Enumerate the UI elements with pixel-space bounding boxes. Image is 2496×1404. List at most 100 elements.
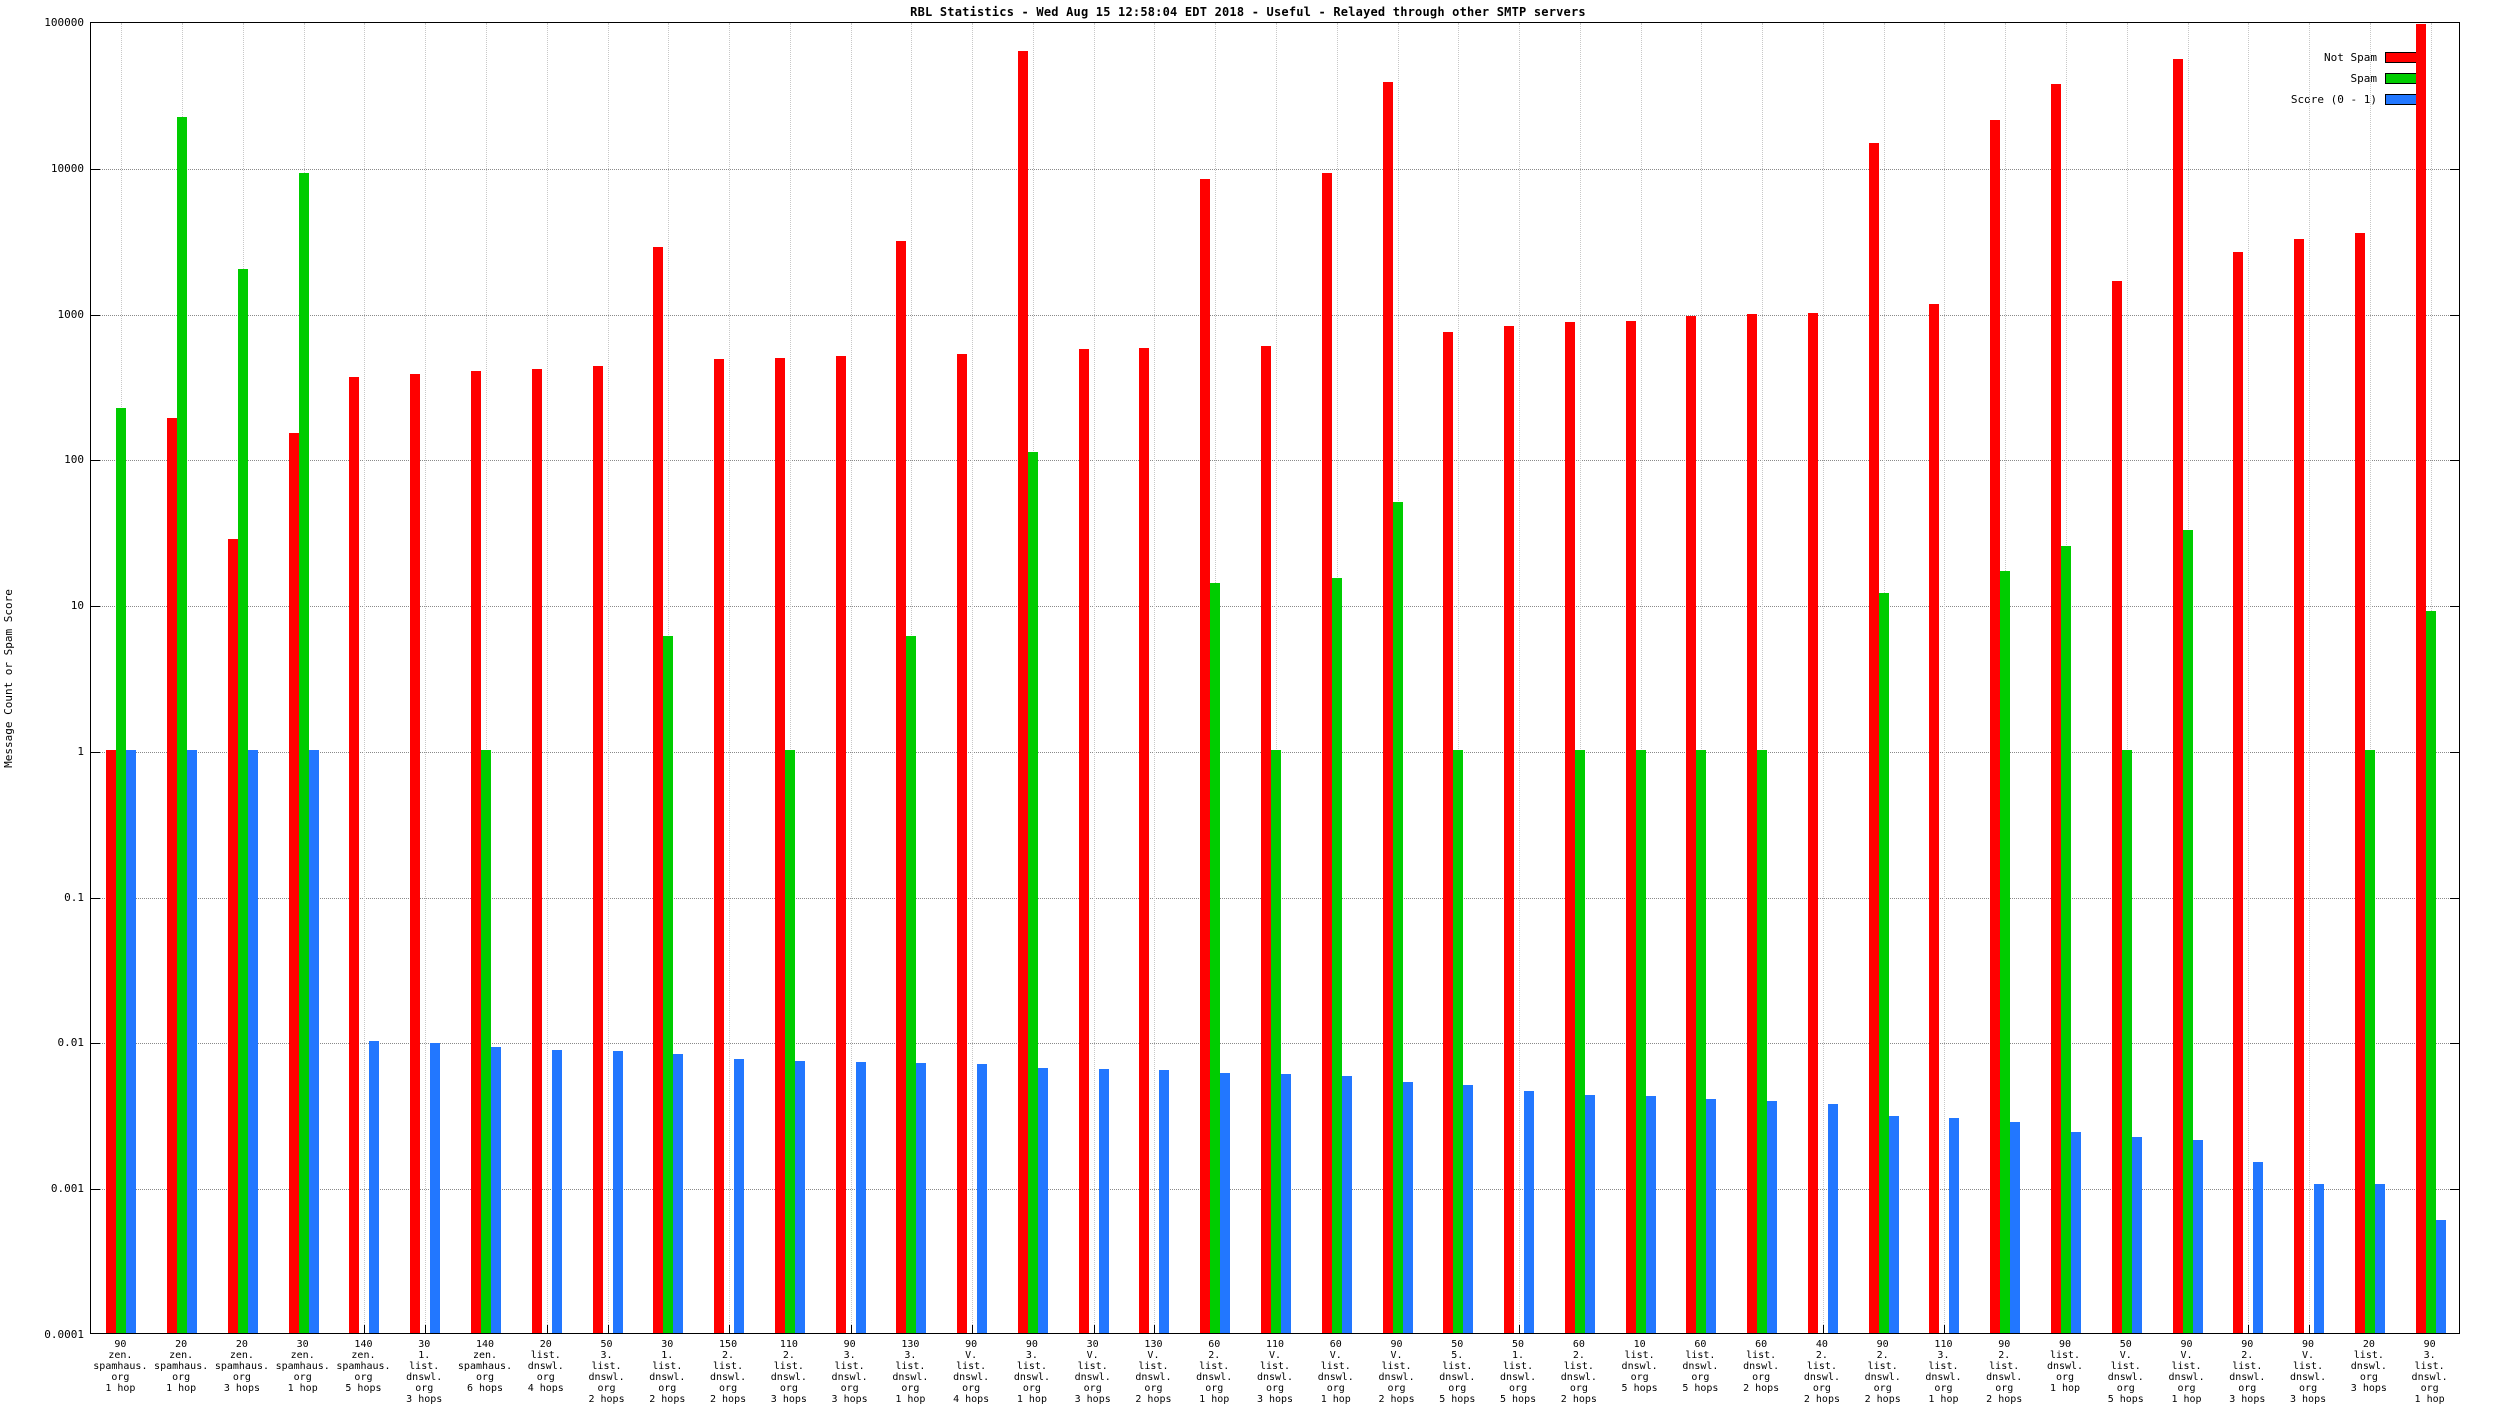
not-spam-bar xyxy=(653,247,664,1333)
legend: Not Spam Spam Score (0 - 1) xyxy=(2291,51,2419,106)
v-gridline xyxy=(1579,23,1581,1333)
legend-item-score: Score (0 - 1) xyxy=(2291,93,2419,106)
v-gridline xyxy=(1640,23,1642,1333)
gridline xyxy=(91,460,2459,462)
score-0-1-bar xyxy=(369,1041,380,1333)
x-tick-label: 90 3. list. dnswl. org 3 hops xyxy=(831,1339,868,1404)
not-spam-bar xyxy=(835,356,846,1333)
score-0-1-bar xyxy=(916,1063,927,1333)
not-spam-bar xyxy=(1686,316,1697,1333)
spam-bar xyxy=(906,636,917,1333)
y-tick-mark xyxy=(2450,1189,2459,1191)
score-0-1-bar xyxy=(794,1061,805,1333)
y-tick-mark xyxy=(2450,606,2459,608)
not-spam-bar xyxy=(592,366,603,1333)
legend-item-not-spam: Not Spam xyxy=(2291,51,2419,64)
not-spam-bar xyxy=(2354,233,2365,1333)
x-tick-mark xyxy=(546,1325,548,1333)
y-tick-mark xyxy=(91,751,100,753)
score-0-1-bar xyxy=(1524,1090,1535,1333)
not-spam-bar xyxy=(1990,119,2001,1333)
v-gridline xyxy=(1458,23,1460,1333)
x-tick-label: 50 V. list. dnswl. org 5 hops xyxy=(2107,1339,2144,1404)
not-spam-bar xyxy=(1017,51,1028,1333)
spam-bar xyxy=(663,636,674,1333)
y-tick-mark xyxy=(2450,314,2459,316)
spam-bar xyxy=(1878,592,1889,1333)
x-tick-mark xyxy=(2309,1325,2311,1333)
score-0-1-bar xyxy=(2253,1161,2264,1333)
spam-bar xyxy=(2364,749,2375,1333)
x-tick-label: 60 2. list. dnswl. org 2 hops xyxy=(1560,1339,1597,1404)
spam-bar xyxy=(298,173,309,1333)
v-gridline xyxy=(486,23,487,1333)
not-spam-bar xyxy=(2111,280,2122,1333)
spam-bar xyxy=(481,749,491,1333)
spam-bar xyxy=(1210,582,1221,1333)
x-tick-label: 20 zen. spamhaus. org 1 hop xyxy=(154,1339,209,1394)
spam-bar xyxy=(784,749,795,1333)
v-gridline xyxy=(364,23,366,1333)
not-spam-bar xyxy=(1868,143,1879,1333)
not-spam-bar xyxy=(167,417,178,1333)
spam-bar xyxy=(237,268,248,1333)
x-tick-mark xyxy=(364,1325,366,1333)
score-0-1-bar xyxy=(855,1062,866,1333)
x-tick-label: 90 2. list. dnswl. org 2 hops xyxy=(1986,1339,2023,1404)
x-tick-label: 50 5. list. dnswl. org 5 hops xyxy=(1439,1339,1476,1404)
y-tick-mark xyxy=(2450,751,2459,753)
v-gridline xyxy=(1701,23,1703,1333)
v-gridline xyxy=(1093,23,1095,1333)
legend-swatch-spam xyxy=(2385,73,2419,84)
x-tick-label: 110 V. list. dnswl. org 3 hops xyxy=(1256,1339,1294,1404)
x-tick-label: 90 list. dnswl. org 1 hop xyxy=(2046,1339,2084,1394)
score-0-1-bar xyxy=(2131,1137,2142,1333)
legend-swatch-not-spam xyxy=(2385,52,2419,63)
spam-bar xyxy=(1331,578,1342,1333)
x-tick-label: 90 V. list. dnswl. org 1 hop xyxy=(2168,1339,2205,1404)
v-gridline xyxy=(1822,23,1824,1333)
x-tick-label: 30 1. list. dnswl. org 2 hops xyxy=(649,1339,686,1404)
not-spam-bar xyxy=(1321,173,1332,1333)
x-tick-mark xyxy=(2248,1325,2250,1333)
y-tick-mark xyxy=(91,606,100,608)
not-spam-bar xyxy=(471,370,481,1333)
not-spam-bar xyxy=(2233,252,2244,1333)
score-0-1-bar xyxy=(308,749,319,1333)
score-0-1-bar xyxy=(1341,1075,1352,1333)
spam-bar xyxy=(177,116,188,1333)
x-tick-label: 130 V. list. dnswl. org 2 hops xyxy=(1135,1339,1172,1404)
gridline xyxy=(91,314,2459,316)
y-tick-label: 0.01 xyxy=(57,1036,85,1050)
score-0-1-bar xyxy=(1402,1081,1413,1333)
y-tick-label: 1000 xyxy=(57,307,85,321)
y-tick-label: 10 xyxy=(70,599,84,613)
legend-label-not-spam: Not Spam xyxy=(2324,51,2377,64)
y-tick-label: 100 xyxy=(64,453,84,467)
v-gridline xyxy=(2126,23,2128,1333)
x-tick-mark xyxy=(1154,1325,1156,1333)
x-tick-label: 30 1. list. dnswl. org 3 hops xyxy=(406,1339,443,1404)
y-tick-label: 10000 xyxy=(50,161,84,175)
x-tick-label: 10 list. dnswl. org 5 hops xyxy=(1621,1339,1658,1394)
legend-label-spam: Spam xyxy=(2350,72,2378,85)
score-0-1-bar xyxy=(1706,1099,1717,1333)
x-tick-label: 60 list. dnswl. org 5 hops xyxy=(1682,1339,1719,1394)
y-tick-mark xyxy=(2450,1043,2459,1045)
x-tick-label: 110 2. list. dnswl. org 3 hops xyxy=(770,1339,807,1404)
score-0-1-bar xyxy=(2374,1184,2385,1333)
not-spam-bar xyxy=(1504,325,1515,1333)
y-tick-mark xyxy=(91,314,100,316)
not-spam-bar xyxy=(349,377,360,1333)
x-tick-label: 150 2. list. dnswl. org 2 hops xyxy=(710,1339,747,1404)
score-0-1-bar xyxy=(612,1051,623,1333)
not-spam-bar xyxy=(410,373,421,1333)
x-tick-label: 90 V. list. dnswl. org 2 hops xyxy=(1378,1339,1415,1404)
score-0-1-bar xyxy=(2192,1140,2203,1333)
score-0-1-bar xyxy=(1159,1069,1170,1333)
x-tick-label: 60 2. list. dnswl. org 1 hop xyxy=(1196,1339,1233,1404)
not-spam-bar xyxy=(1078,349,1089,1333)
not-spam-bar xyxy=(531,369,542,1333)
x-tick-mark xyxy=(972,1325,974,1333)
v-gridline xyxy=(607,23,609,1333)
